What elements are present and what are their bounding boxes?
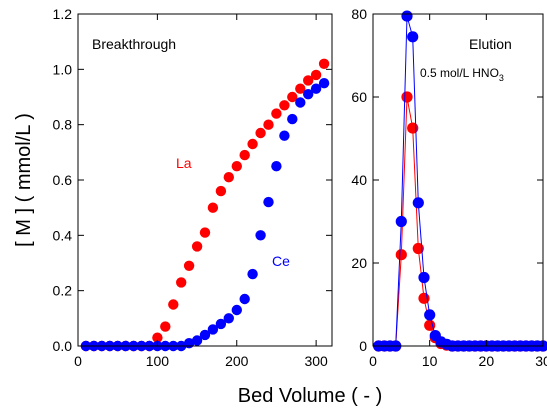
breakthrough-point-ce xyxy=(279,130,290,141)
breakthrough-point-la xyxy=(231,161,242,172)
breakthrough-point-la xyxy=(318,58,330,69)
breakthrough-point-la xyxy=(247,138,258,150)
elution-y-tick-label: 40 xyxy=(351,172,367,188)
breakthrough-point-ce xyxy=(207,324,219,335)
breakthrough-point-la xyxy=(279,100,290,111)
breakthrough-point-la xyxy=(223,172,234,183)
breakthrough-ticks: 0 100 200 300 0.0 0.2 0.4 0.6 0.8 1.0 1.2 xyxy=(53,6,332,369)
breakthrough-y-tick-label: 1.0 xyxy=(53,61,73,77)
breakthrough-point-la xyxy=(310,69,322,81)
elution-marks xyxy=(373,10,547,352)
breakthrough-point-ce xyxy=(263,196,274,208)
breakthrough-point-ce xyxy=(239,293,250,305)
breakthrough-point-ce xyxy=(247,268,258,280)
breakthrough-point-la xyxy=(183,260,195,271)
elution-x-tick-label: 30 xyxy=(535,353,547,369)
breakthrough-point-ce xyxy=(215,318,227,330)
breakthrough-point-ce xyxy=(199,329,211,341)
elution-x-tick-label: 10 xyxy=(422,353,438,369)
breakthrough-point-ce xyxy=(318,78,330,89)
breakthrough-y-tick-label: 0.0 xyxy=(53,338,73,354)
breakthrough-point-ce xyxy=(303,89,314,100)
breakthrough-point-ce xyxy=(271,161,282,172)
breakthrough-point-la xyxy=(191,241,203,252)
elution-x-tick-label: 20 xyxy=(479,353,495,369)
x-axis-label: Bed Volume ( - ) xyxy=(238,385,383,407)
breakthrough-y-tick-label: 0.2 xyxy=(53,283,73,299)
breakthrough-point-la xyxy=(152,332,163,343)
eluent-subscript: 3 xyxy=(499,73,504,83)
breakthrough-x-tick-label: 100 xyxy=(146,353,170,369)
elution-point-la xyxy=(424,319,436,331)
elution-eluent-annotation: 0.5 mol/L HNO3 xyxy=(420,66,504,83)
elution-y-tick-label: 0 xyxy=(359,338,367,354)
breakthrough-x-tick-label: 300 xyxy=(304,353,328,369)
breakthrough-point-la xyxy=(207,202,219,213)
breakthrough-point-la xyxy=(199,227,211,238)
elution-point-ce xyxy=(418,271,430,284)
breakthrough-y-tick-label: 0.8 xyxy=(53,117,73,133)
breakthrough-point-la xyxy=(271,108,282,119)
breakthrough-point-la xyxy=(168,299,179,310)
breakthrough-point-la xyxy=(215,185,227,197)
breakthrough-point-la xyxy=(303,75,314,86)
eluent-text: 0.5 mol/L HNO xyxy=(420,66,499,80)
breakthrough-point-la xyxy=(160,321,171,332)
elution-title: Elution xyxy=(469,36,512,52)
series-label-la: La xyxy=(176,155,192,171)
breakthrough-y-tick-label: 0.4 xyxy=(53,227,73,243)
breakthrough-point-ce xyxy=(223,313,234,324)
y-axis-label: [ M ] ( mmol/L ) xyxy=(13,113,35,247)
breakthrough-point-ce xyxy=(191,335,203,346)
breakthrough-y-tick-label: 0.6 xyxy=(53,172,73,188)
elution-point-la xyxy=(401,91,413,103)
elution-point-ce xyxy=(407,31,419,43)
breakthrough-point-ce xyxy=(310,83,322,94)
breakthrough-x-tick-label: 200 xyxy=(225,353,249,369)
elution-x-tick-label: 0 xyxy=(369,353,377,369)
elution-point-la xyxy=(407,122,419,134)
breakthrough-x-tick-label: 0 xyxy=(74,353,82,369)
series-label-ce: Ce xyxy=(272,253,290,269)
breakthrough-point-la xyxy=(255,127,266,139)
breakthrough-point-la xyxy=(287,91,298,103)
elution-point-ce xyxy=(412,197,424,209)
breakthrough-point-ce xyxy=(295,97,306,108)
breakthrough-plot-frame xyxy=(77,13,333,347)
breakthrough-marks xyxy=(80,58,330,352)
breakthrough-y-tick-label: 1.2 xyxy=(53,6,73,22)
elution-point-la xyxy=(395,249,407,261)
elution-point-ce xyxy=(401,10,413,22)
breakthrough-point-la xyxy=(295,83,306,94)
elution-y-tick-label: 60 xyxy=(351,89,367,105)
breakthrough-point-la xyxy=(263,119,274,130)
elution-y-tick-label: 20 xyxy=(351,255,367,271)
breakthrough-point-ce xyxy=(287,113,298,125)
breakthrough-point-la xyxy=(176,277,187,288)
elution-y-tick-label: 80 xyxy=(351,6,367,22)
breakthrough-point-ce xyxy=(255,230,266,241)
breakthrough-point-la xyxy=(239,149,250,161)
elution-point-ce xyxy=(395,215,407,228)
breakthrough-title: Breakthrough xyxy=(92,36,176,52)
elution-ticks: 0 10 20 30 0 20 40 60 80 xyxy=(351,6,547,369)
elution-point-ce xyxy=(424,309,436,321)
breakthrough-point-ce xyxy=(231,304,242,316)
